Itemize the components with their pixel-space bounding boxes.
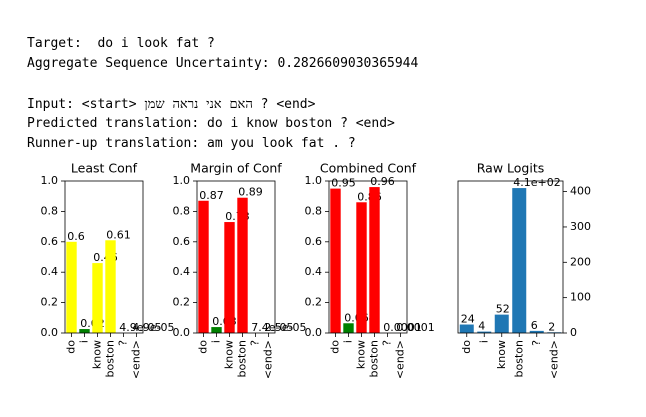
value-label: 4.9e-05 [132,321,174,334]
uncertainty-line: Aggregate Sequence Uncertainty: 0.282660… [27,56,419,71]
value-label: 0.89 [238,186,262,199]
value-label: 24 [461,313,475,326]
bar [356,202,367,333]
x-tick-label: boston [368,340,381,377]
y-tick-label: 0.6 [41,235,59,248]
bar [494,314,509,333]
bar [369,187,380,333]
bar [105,240,116,333]
value-label: 4.1e+02 [513,176,560,189]
x-tick-label: i [210,340,223,343]
y-tick-label: 200 [570,255,591,268]
y-tick-label: 1.0 [41,174,59,187]
y-tick-label: 0.0 [41,326,59,339]
axes-frame [457,180,564,334]
value-label: 52 [496,303,510,316]
x-tick-label: do [197,340,210,354]
x-tick-label: ? [530,340,543,346]
x-tick-label: do [65,340,78,354]
x-tick-label: boston [104,340,117,377]
chart-title: Raw Logits [477,161,544,176]
y-tick-label: 0.6 [305,235,323,248]
bar [512,188,527,333]
bar [529,330,544,333]
value-label: 4.9e-05 [119,321,161,334]
value-label: 0.0001 [396,321,435,334]
predicted-line: Predicted translation: do i know boston … [27,116,395,131]
value-label: 0.6 [67,230,85,243]
bar [198,200,209,333]
bar [237,197,248,333]
x-tick-label: <end> [130,340,143,379]
axes-frame [196,180,276,334]
bar [459,324,474,333]
y-tick-label: 0.2 [173,296,191,309]
value-label: 0.87 [199,189,224,202]
x-tick-label: do [329,340,342,354]
y-tick-label: 0.8 [173,204,191,217]
y-tick-label: 0.8 [305,204,323,217]
value-label: 6 [531,319,538,332]
input-line: Input: <start> האם אני נראה שמן ? <end> [27,97,316,112]
y-tick-label: 0.2 [41,296,59,309]
value-label: 4 [478,320,485,333]
value-label: 2 [548,320,555,333]
bar [79,329,90,333]
x-tick-label: <end> [262,340,275,379]
chart-title: Combined Conf [320,161,417,176]
y-tick-label: 0.8 [41,204,59,217]
value-label: 0.95 [331,177,356,190]
x-tick-label: ? [381,340,394,346]
x-tick-label: <end> [394,340,407,379]
y-tick-label: 300 [570,220,591,233]
bar [92,263,103,333]
value-label: 7.4e-05 [251,321,293,334]
y-tick-label: 0 [570,326,577,339]
y-tick-label: 0.4 [305,265,323,278]
value-label: 0.61 [106,228,131,241]
axes-frame [64,180,144,334]
y-tick-label: 0.6 [173,235,191,248]
x-tick-label: do [460,340,473,354]
y-tick-label: 0.4 [173,265,191,278]
bar [330,188,341,333]
x-tick-label: boston [512,340,525,377]
y-tick-label: 100 [570,291,591,304]
bar [224,222,235,333]
runner-up-line: Runner-up translation: am you look fat .… [27,136,356,151]
x-tick-label: <end> [547,340,560,379]
x-tick-label: i [477,340,490,343]
chart-title: Margin of Conf [190,161,282,176]
bar [343,323,354,333]
bar [211,327,222,333]
value-label: 0.96 [370,175,395,188]
axes-frame [328,180,408,334]
value-label: 0.0001 [383,321,422,334]
bar [477,331,492,333]
x-tick-label: i [342,340,355,343]
target-line: Target: do i look fat ? [27,36,215,51]
x-tick-label: i [78,340,91,343]
x-tick-label: boston [236,340,249,377]
x-tick-label: ? [249,340,262,346]
y-tick-label: 0.0 [305,326,323,339]
y-tick-label: 1.0 [173,174,191,187]
y-tick-label: 1.0 [305,174,323,187]
bar [66,241,77,333]
value-label: 2.5e-05 [264,321,306,334]
y-tick-label: 0.0 [173,326,191,339]
y-tick-label: 400 [570,185,591,198]
y-tick-label: 0.4 [41,265,59,278]
y-tick-label: 0.2 [305,296,323,309]
x-tick-label: know [91,340,104,369]
x-tick-label: know [223,340,236,369]
x-tick-label: know [495,340,508,369]
x-tick-label: know [355,340,368,369]
chart-title: Least Conf [71,161,138,176]
x-tick-label: ? [117,340,130,346]
